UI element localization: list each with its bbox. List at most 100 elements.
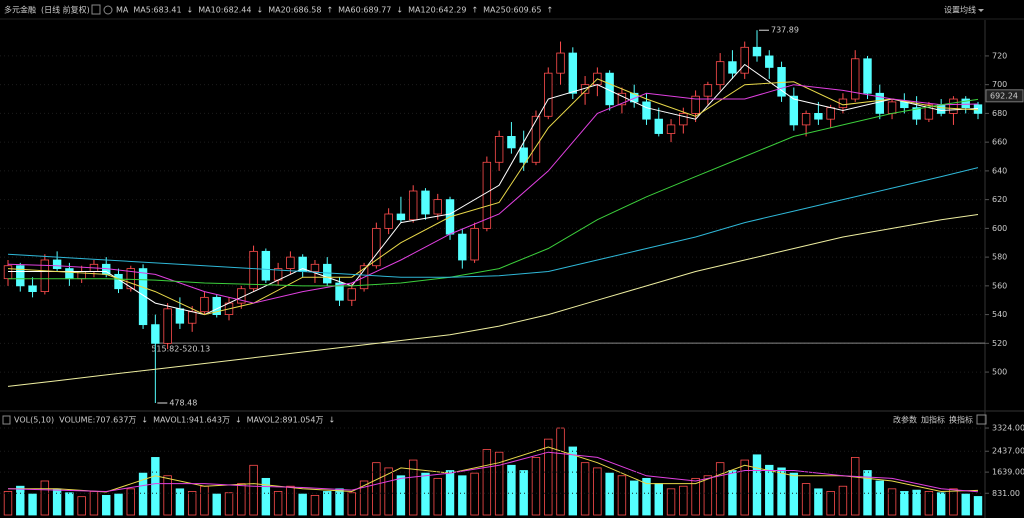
high-annotation: 737.89 — [771, 26, 799, 35]
volume-bar — [138, 472, 148, 516]
ma-line — [7, 214, 979, 387]
indicator-name: MA — [116, 6, 129, 15]
legend-trend: ↓ — [256, 6, 263, 15]
candle-body — [777, 67, 786, 97]
y-tick-label: 831.00 — [992, 489, 1020, 498]
volume-bar — [642, 477, 651, 516]
ma-line — [7, 451, 979, 493]
y-tick-label: 560 — [992, 281, 1007, 290]
legend-trend: ↓ — [235, 416, 242, 425]
volume-bar — [789, 472, 799, 516]
volume-bar — [273, 491, 283, 516]
candle-body — [728, 61, 737, 74]
y-tick-label: 500 — [992, 368, 1007, 377]
help-icon[interactable] — [2, 415, 11, 425]
indicator-button[interactable]: 换指标 — [949, 415, 973, 425]
candle-body — [335, 282, 344, 301]
volume-bar — [65, 492, 74, 516]
legend-trend: ↑ — [546, 6, 553, 15]
candle-body — [458, 233, 467, 261]
volume-bar — [458, 475, 467, 516]
volume-bar — [912, 489, 921, 516]
volume-bar — [936, 492, 946, 516]
candle-body — [372, 227, 381, 267]
y-tick-label: 660 — [992, 138, 1007, 147]
volume-bar — [163, 475, 172, 516]
candle-body — [666, 124, 676, 134]
settings-icon[interactable] — [103, 5, 113, 15]
legend-trend: ↓ — [141, 416, 148, 425]
close-button[interactable] — [976, 414, 987, 425]
candle-body — [163, 308, 172, 344]
candle-body — [261, 250, 271, 281]
candle-body — [875, 92, 884, 114]
volume-bar — [605, 472, 614, 516]
volume-bar — [765, 464, 774, 516]
dropdown-icon[interactable] — [978, 9, 984, 12]
volume-bar — [372, 462, 381, 516]
volume-bar — [102, 494, 111, 516]
volume-bar — [851, 457, 860, 516]
candle-body — [3, 265, 13, 280]
volume-bar — [323, 491, 332, 516]
volume-bar — [629, 480, 639, 516]
candle-body — [494, 135, 504, 163]
candle-body — [286, 256, 295, 270]
volume-bar — [814, 488, 823, 516]
candle-body — [789, 95, 799, 126]
y-tick-label: 720 — [992, 51, 1007, 60]
candle-body — [323, 263, 332, 284]
candle-body — [151, 324, 160, 344]
help-icon[interactable] — [91, 4, 101, 15]
candle-body — [52, 259, 62, 270]
legend-entry: MA120:642.29 — [408, 6, 466, 15]
legend-trend: ↓ — [328, 416, 335, 425]
ma-line — [7, 84, 979, 304]
candle-body — [175, 308, 185, 324]
candle-body — [482, 161, 492, 229]
candle-body — [924, 104, 934, 120]
candle-body — [507, 135, 516, 149]
volume-bar — [396, 475, 406, 516]
candle-body — [936, 104, 946, 114]
candle-body — [912, 107, 921, 120]
volume-bar — [556, 427, 565, 516]
volume-bar — [187, 491, 197, 516]
legend-trend: ↓ — [396, 6, 403, 15]
candle-body — [679, 113, 688, 126]
candle-body — [691, 95, 700, 114]
candle-body — [519, 147, 528, 163]
y-tick-label: 580 — [992, 253, 1007, 262]
candle-body — [126, 268, 135, 290]
candle-body — [187, 311, 197, 324]
volume-bar — [28, 493, 37, 516]
volume-bar — [3, 491, 13, 516]
volume-bar — [200, 485, 209, 516]
volume-bar — [52, 488, 62, 516]
volume-bar — [212, 493, 221, 516]
candle-body — [801, 113, 811, 126]
y-tick-label: 540 — [992, 310, 1007, 319]
indicator-button[interactable]: 改参数 — [893, 415, 917, 425]
candle-body — [16, 265, 25, 287]
candle-body — [703, 84, 713, 97]
indicator-button[interactable]: 加指标 — [921, 415, 945, 425]
candle-body — [887, 101, 897, 114]
volume-bar — [482, 449, 492, 516]
settings-button[interactable]: 设置均线 — [944, 5, 976, 15]
candle-body — [617, 92, 627, 106]
candle-body — [949, 98, 958, 114]
legend-entry: MA5:683.41 — [133, 6, 181, 15]
volume-bar — [286, 485, 295, 516]
ma-line — [8, 98, 979, 287]
volume-bar — [580, 462, 590, 516]
legend-trend: ↓ — [187, 6, 194, 15]
panel-title: VOL(5,10) — [14, 416, 54, 425]
candle-body — [384, 213, 393, 229]
volume-bar — [973, 496, 983, 516]
volume-bar — [838, 485, 848, 516]
volume-bar — [224, 492, 234, 516]
y-tick-label: 620 — [992, 195, 1007, 204]
volume-bar — [593, 467, 602, 516]
